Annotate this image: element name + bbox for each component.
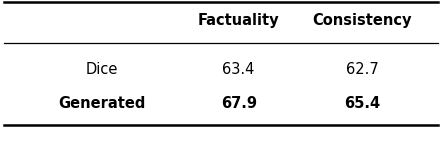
Text: 62.7: 62.7 [346,62,379,77]
Text: 63.4: 63.4 [222,62,255,77]
Text: 67.9: 67.9 [221,96,257,111]
Text: 65.4: 65.4 [344,96,381,111]
Text: Generated: Generated [58,96,145,111]
Text: Consistency: Consistency [312,13,412,28]
Text: Factuality: Factuality [198,13,279,28]
Text: Dice: Dice [85,62,118,77]
